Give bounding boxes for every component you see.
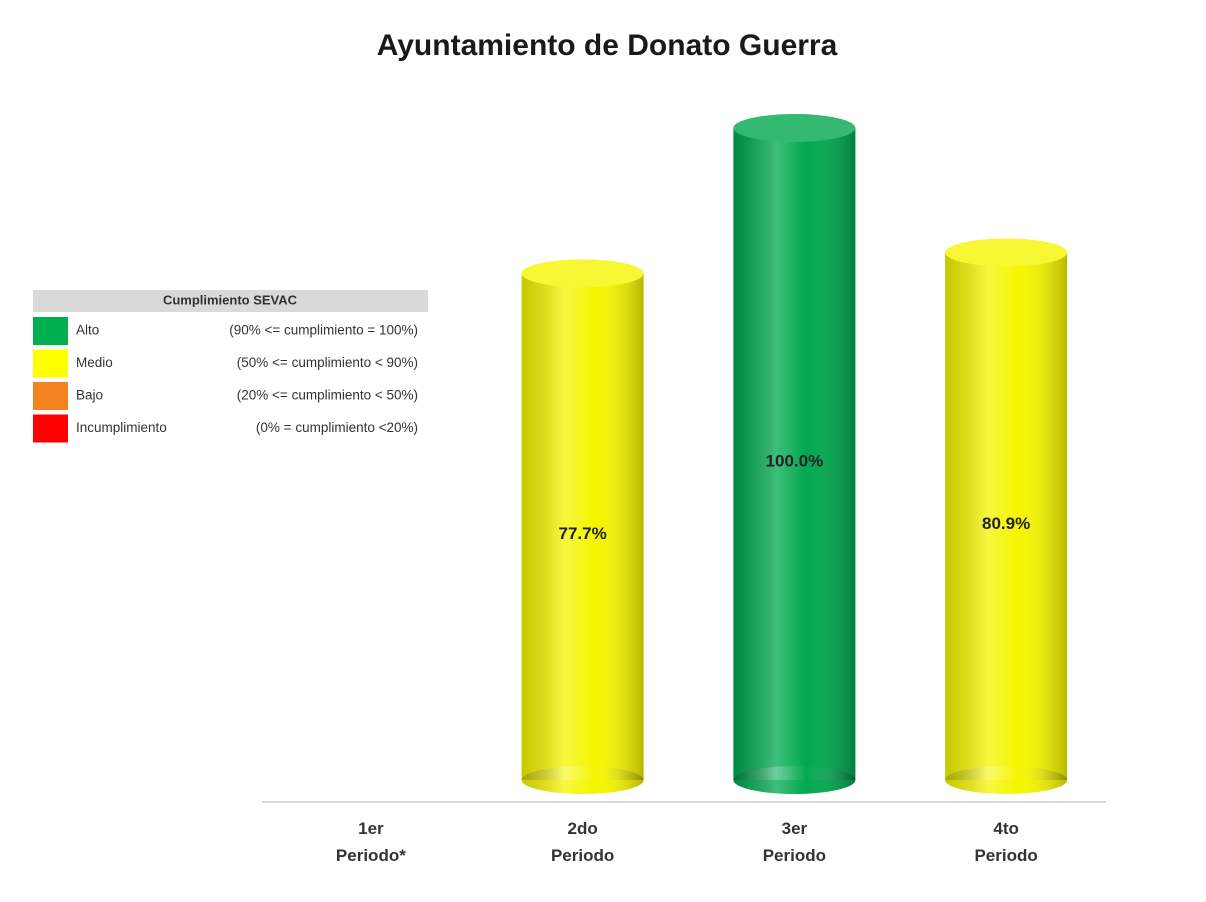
bar-shade — [945, 252, 1068, 781]
bar-shade — [521, 273, 644, 780]
x-tick-label: 3er Periodo — [763, 819, 826, 865]
legend-name: Bajo — [76, 388, 103, 403]
bar — [945, 238, 1068, 794]
x-tick-label: 4to Periodo — [974, 819, 1037, 865]
bar-top-shade — [945, 238, 1068, 267]
legend-range: (0% = cumplimiento <20%) — [256, 420, 418, 435]
value-label: 80.9% — [982, 514, 1030, 533]
bar-top-shade — [521, 259, 644, 288]
value-label: 77.7% — [559, 524, 607, 543]
x-tick-label: 1er Periodo* — [336, 819, 406, 865]
bar — [733, 114, 856, 794]
legend-name: Incumplimiento — [76, 420, 167, 435]
chart-title: Ayuntamiento de Donato Guerra — [377, 29, 838, 62]
bar-bottom-shade — [945, 766, 1068, 794]
bar-top — [945, 238, 1068, 267]
bar-top — [733, 114, 856, 142]
bar-top-shade — [733, 114, 856, 142]
legend-range: (50% <= cumplimiento < 90%) — [237, 355, 418, 370]
bar-bottom-shade — [521, 766, 644, 794]
legend-swatch — [33, 382, 68, 410]
legend-name: Alto — [76, 323, 99, 338]
legend-range: (20% <= cumplimiento < 50%) — [237, 388, 418, 403]
bar-top — [521, 259, 644, 288]
legend-swatch — [33, 414, 68, 443]
bar-shade — [733, 128, 856, 780]
legend-swatch — [33, 349, 68, 378]
value-label: 100.0% — [766, 451, 824, 470]
x-tick-label: 2do Periodo — [551, 819, 614, 865]
legend-header — [33, 290, 428, 312]
legend-name: Medio — [76, 355, 113, 370]
bar — [521, 259, 644, 794]
legend-title: Cumplimiento SEVAC — [163, 292, 298, 307]
bar-bottom-shade — [733, 766, 856, 794]
legend-range: (90% <= cumplimiento = 100%) — [229, 323, 418, 338]
legend-swatch — [33, 317, 68, 345]
